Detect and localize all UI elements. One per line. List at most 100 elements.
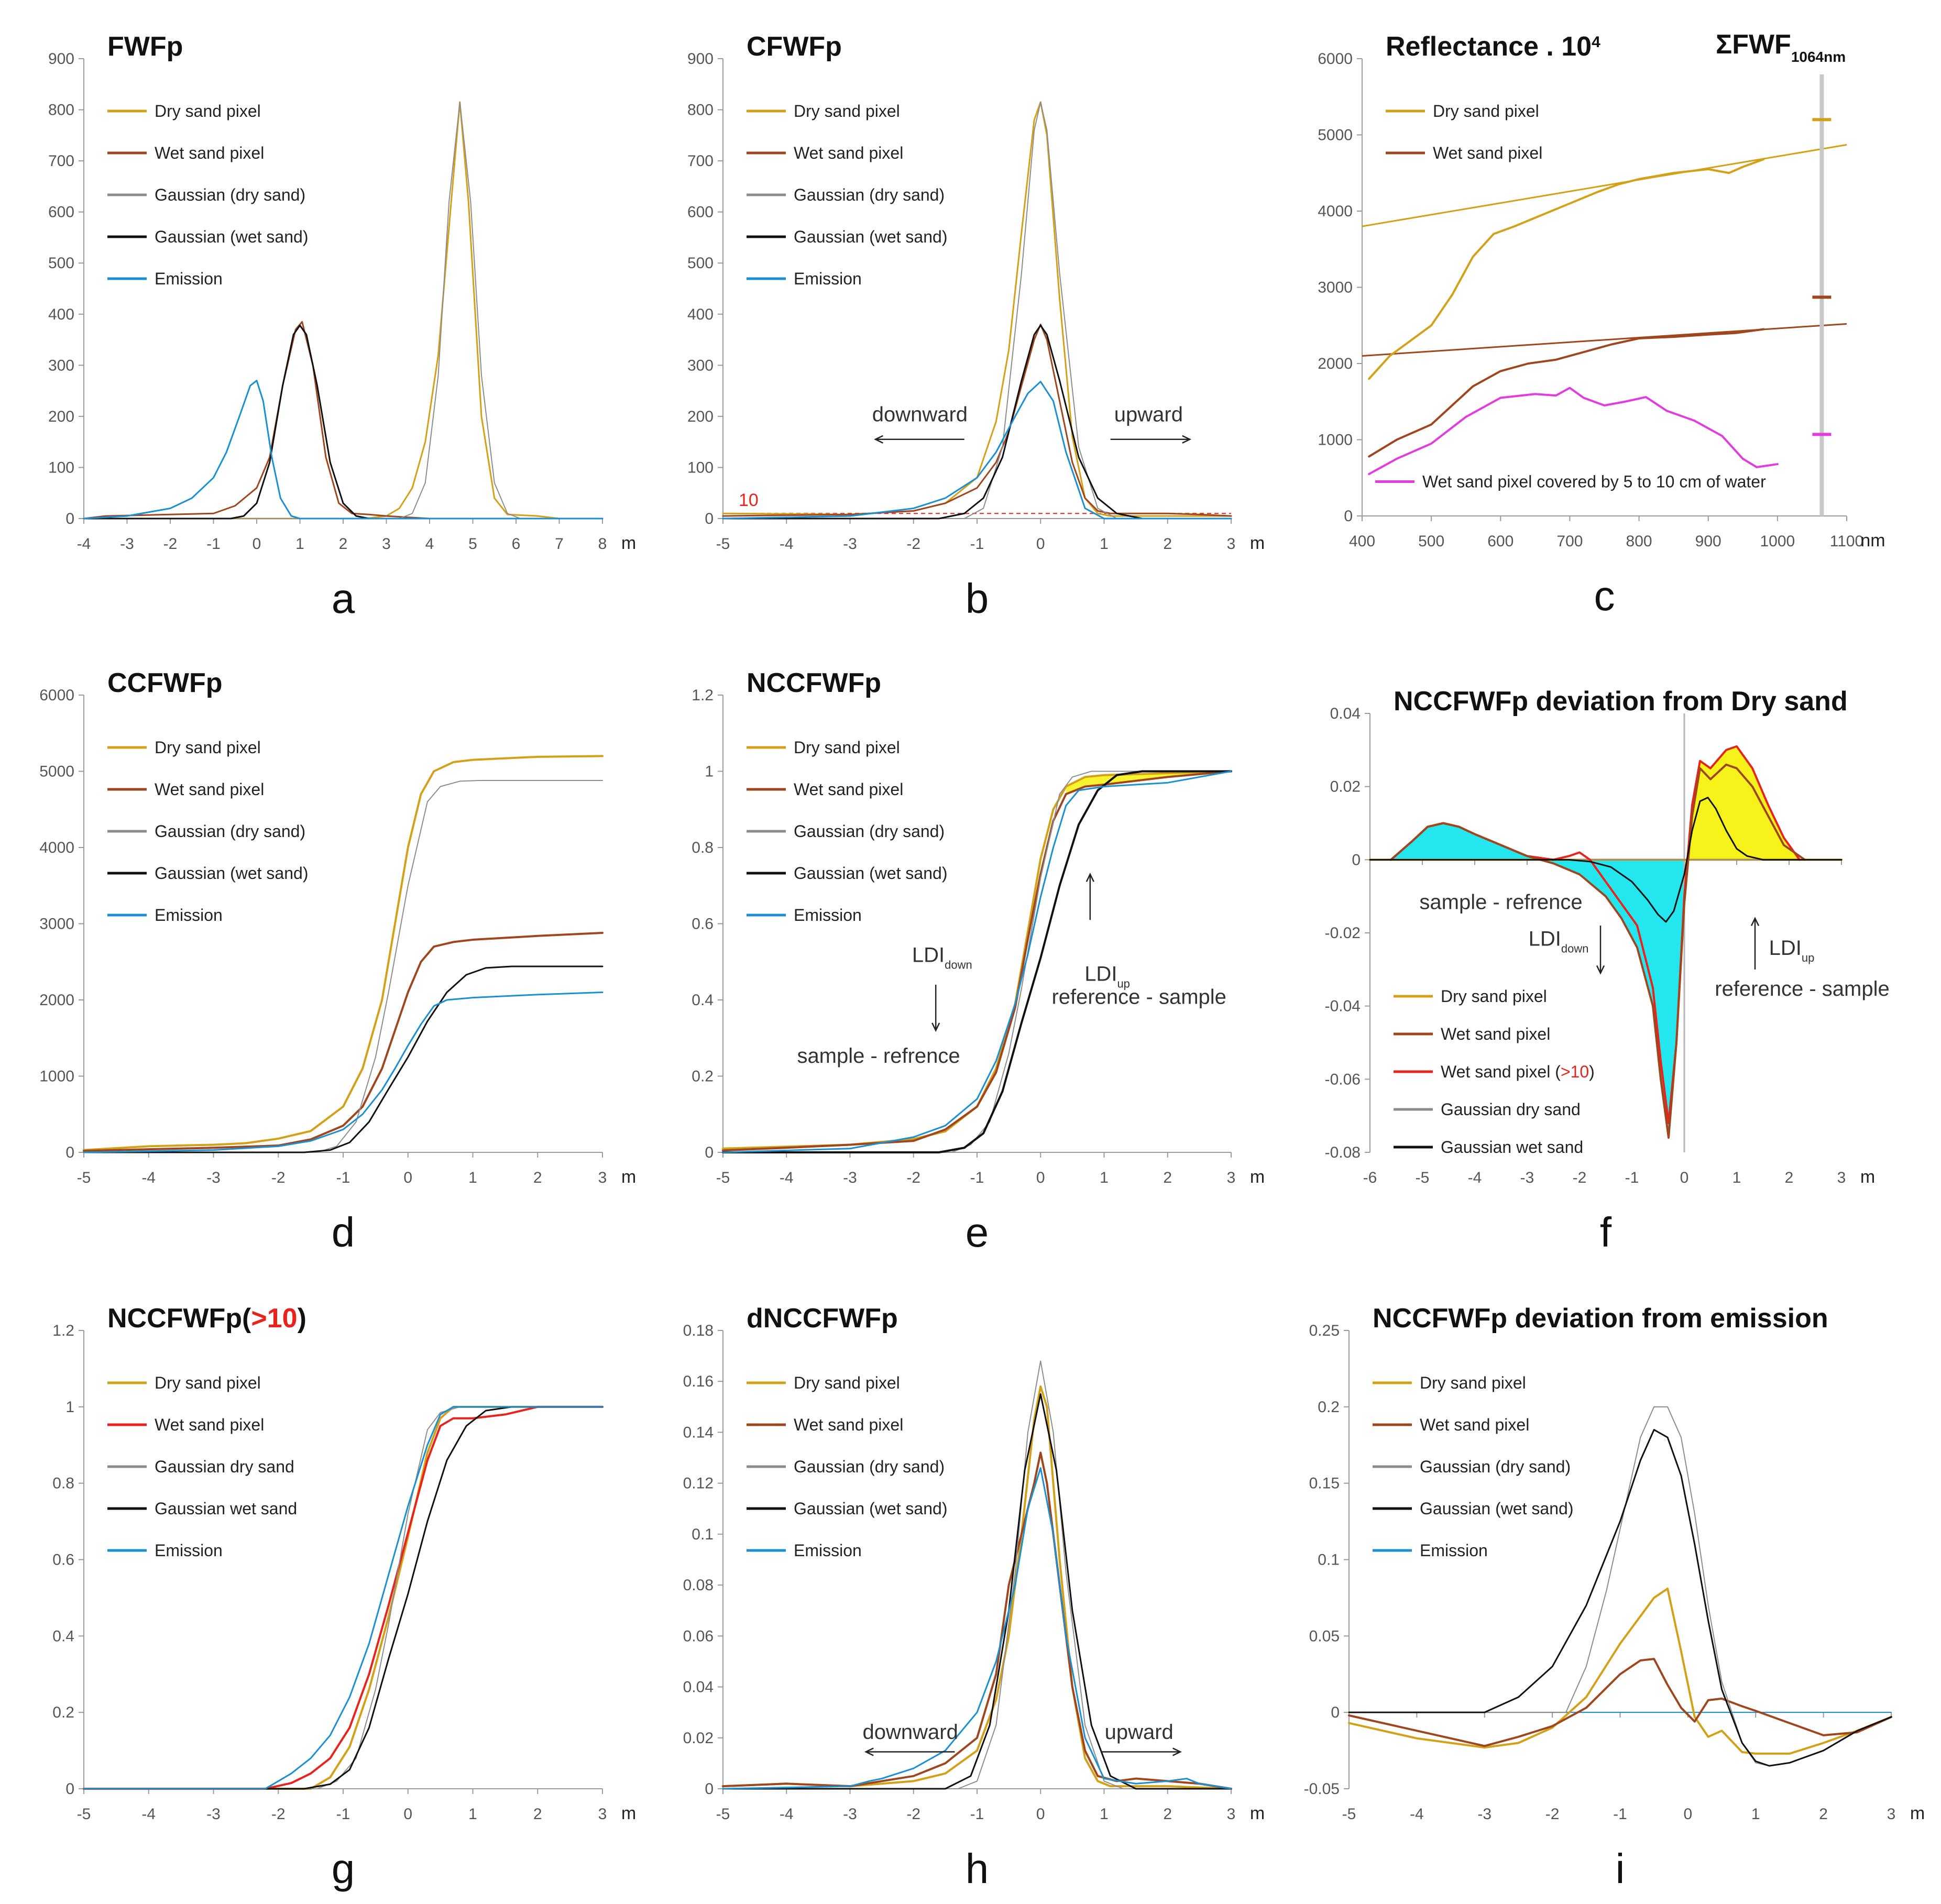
y-tick-label: 0.14 — [683, 1424, 714, 1441]
legend-label: Dry sand pixel — [155, 738, 261, 757]
y-tick-label: 5000 — [39, 763, 74, 780]
arrow-ldi-up-head — [1750, 917, 1760, 927]
x-tick-label: 3 — [382, 535, 391, 553]
y-tick-label: 0 — [65, 1144, 74, 1161]
y-tick-label: 700 — [48, 152, 74, 170]
annotation-reference-minus-sample: reference - sample — [1051, 985, 1226, 1008]
y-tick-label: 2000 — [39, 992, 74, 1009]
series-line-emission — [722, 381, 1232, 520]
panel-g: 0 0.2 0.4 0.6 0.8 1 1.2 -5 -4 -3 -2 -1 0 1 2 3 m NCCFWFp(… — [52, 1303, 636, 1892]
x-tick-label: 600 — [1487, 533, 1514, 550]
legend-label: Dry sand pixel — [794, 102, 900, 120]
title-superscript: 4 — [1592, 34, 1600, 51]
x-tick-label: -1 — [1613, 1806, 1627, 1823]
panel-letter: e — [966, 1209, 989, 1256]
arrow-ldi-down-head — [1596, 965, 1605, 975]
legend-label: Wet sand pixel (>10) — [1441, 1062, 1595, 1081]
series-line-emission — [722, 1467, 1232, 1790]
y-tick-label: 0.02 — [683, 1730, 714, 1747]
annotation-sample-minus-reference: sample - refrence — [1419, 891, 1582, 914]
legend-label: Gaussian (dry sand) — [155, 822, 305, 841]
legend-label: Dry sand pixel — [155, 102, 261, 120]
legend-label-red: >10 — [1561, 1062, 1589, 1081]
x-tick-label: -5 — [716, 1806, 730, 1823]
y-tick-label: 1.2 — [692, 687, 714, 704]
legend-label: Dry sand pixel — [1420, 1373, 1526, 1392]
arrow-upward-head — [1182, 435, 1192, 444]
y-tick-label: 4000 — [39, 839, 74, 856]
y-tick-label: 0.02 — [1330, 778, 1361, 796]
y-tick-label: 600 — [48, 204, 74, 221]
x-tick-label: 1 — [1732, 1169, 1741, 1186]
series-line-gaussian-wet-sand- — [722, 770, 1232, 1153]
x-tick-label: 1 — [295, 535, 304, 553]
y-tick-label: 700 — [687, 152, 714, 170]
y-tick-label: 500 — [48, 255, 74, 272]
x-axis-label: m — [1860, 1167, 1875, 1187]
series-line-wet-sand-pixel — [1348, 1658, 1892, 1747]
y-tick-label: 0.12 — [683, 1475, 714, 1492]
x-tick-label: 3 — [1227, 1806, 1236, 1823]
y-tick-label: 0.04 — [683, 1679, 714, 1696]
x-tick-label: 2 — [533, 1806, 542, 1823]
panel-c: 0 1000 2000 3000 4000 5000 6000 400 500 600 700 800… — [1318, 29, 1885, 619]
legend-label: Gaussian (wet sand) — [794, 1499, 947, 1518]
x-axis-label: m — [621, 1167, 636, 1187]
x-axis-label: m — [1250, 533, 1265, 553]
x-tick-label: 1 — [468, 1806, 477, 1823]
x-tick-label: 3 — [598, 1169, 607, 1186]
x-tick-label: 0 — [1684, 1806, 1693, 1823]
y-tick-label: -0.02 — [1325, 925, 1361, 942]
x-tick-label: -2 — [271, 1169, 286, 1186]
ldi-down-label: LDIdown — [912, 943, 972, 971]
legend-label: Emission — [155, 906, 223, 925]
x-tick-label: -3 — [843, 535, 857, 553]
x-tick-label: -5 — [1416, 1169, 1430, 1186]
legend-label: Emission — [794, 1541, 862, 1560]
legend-label: Emission — [155, 269, 223, 288]
x-tick-label: 0 — [1036, 1169, 1045, 1186]
legend-label: Gaussian (wet sand) — [155, 227, 308, 246]
legend-label: Gaussian wet sand — [155, 1499, 297, 1518]
panel-b: 0 100 200 300 400 500 600 700 800 900 -5 -4 -3 -2 -1 0 1… — [687, 31, 1265, 622]
legend-label: Wet sand pixel — [155, 780, 264, 799]
y-tick-label: -0.04 — [1325, 998, 1361, 1015]
panel-letter: d — [332, 1209, 355, 1256]
y-tick-label: 0.25 — [1309, 1322, 1340, 1339]
x-axis-label: nm — [1860, 531, 1885, 551]
y-tick-label: -0.06 — [1325, 1071, 1361, 1088]
y-tick-label: 100 — [687, 459, 714, 476]
x-tick-label: 2 — [339, 535, 348, 553]
legend-label-part: ) — [1589, 1062, 1595, 1081]
x-axis-label: m — [621, 1803, 636, 1823]
y-tick-label: 900 — [687, 50, 714, 68]
x-tick-label: 1000 — [1760, 533, 1795, 550]
x-tick-label: 3 — [1887, 1806, 1896, 1823]
arrow-downward-head — [874, 435, 883, 444]
x-tick-label: -2 — [1545, 1806, 1560, 1823]
legend-label: Gaussian (wet sand) — [155, 864, 308, 883]
y-tick-label: 0.2 — [692, 1068, 714, 1085]
x-tick-label: 3 — [1837, 1169, 1846, 1186]
series-line-dry-sand-pixel — [722, 1385, 1232, 1790]
y-tick-label: 1000 — [1318, 432, 1353, 449]
x-axis-label: m — [1910, 1803, 1925, 1823]
series-line-gaussian-dry-sand- — [722, 101, 1232, 519]
x-tick-label: 2 — [533, 1169, 542, 1186]
y-tick-label: 200 — [687, 408, 714, 425]
x-tick-label: -6 — [1363, 1169, 1377, 1186]
panel-title: FWFp — [107, 31, 183, 62]
x-tick-label: -4 — [141, 1806, 156, 1823]
panel-d: 0 1000 2000 3000 4000 5000 6000 -5 -4 -3 -2 -1 0 1 2 3 m… — [39, 668, 636, 1256]
y-tick-label: 0.1 — [692, 1526, 714, 1543]
series-line-wet-sand-pixel — [722, 1451, 1232, 1790]
x-tick-label: 1 — [1100, 1806, 1109, 1823]
series-line-wet-sand-pixel — [722, 323, 1232, 517]
series-line-wet-sand-pixel — [83, 321, 604, 520]
legend-label: Wet sand pixel — [794, 1415, 903, 1434]
y-tick-label: 0.2 — [52, 1704, 74, 1721]
x-tick-label: -5 — [77, 1806, 91, 1823]
ldi-down-subscript: down — [945, 958, 972, 971]
y-tick-label: 0.1 — [1318, 1551, 1340, 1569]
series-line-dry-sand-pixel — [83, 755, 604, 1151]
